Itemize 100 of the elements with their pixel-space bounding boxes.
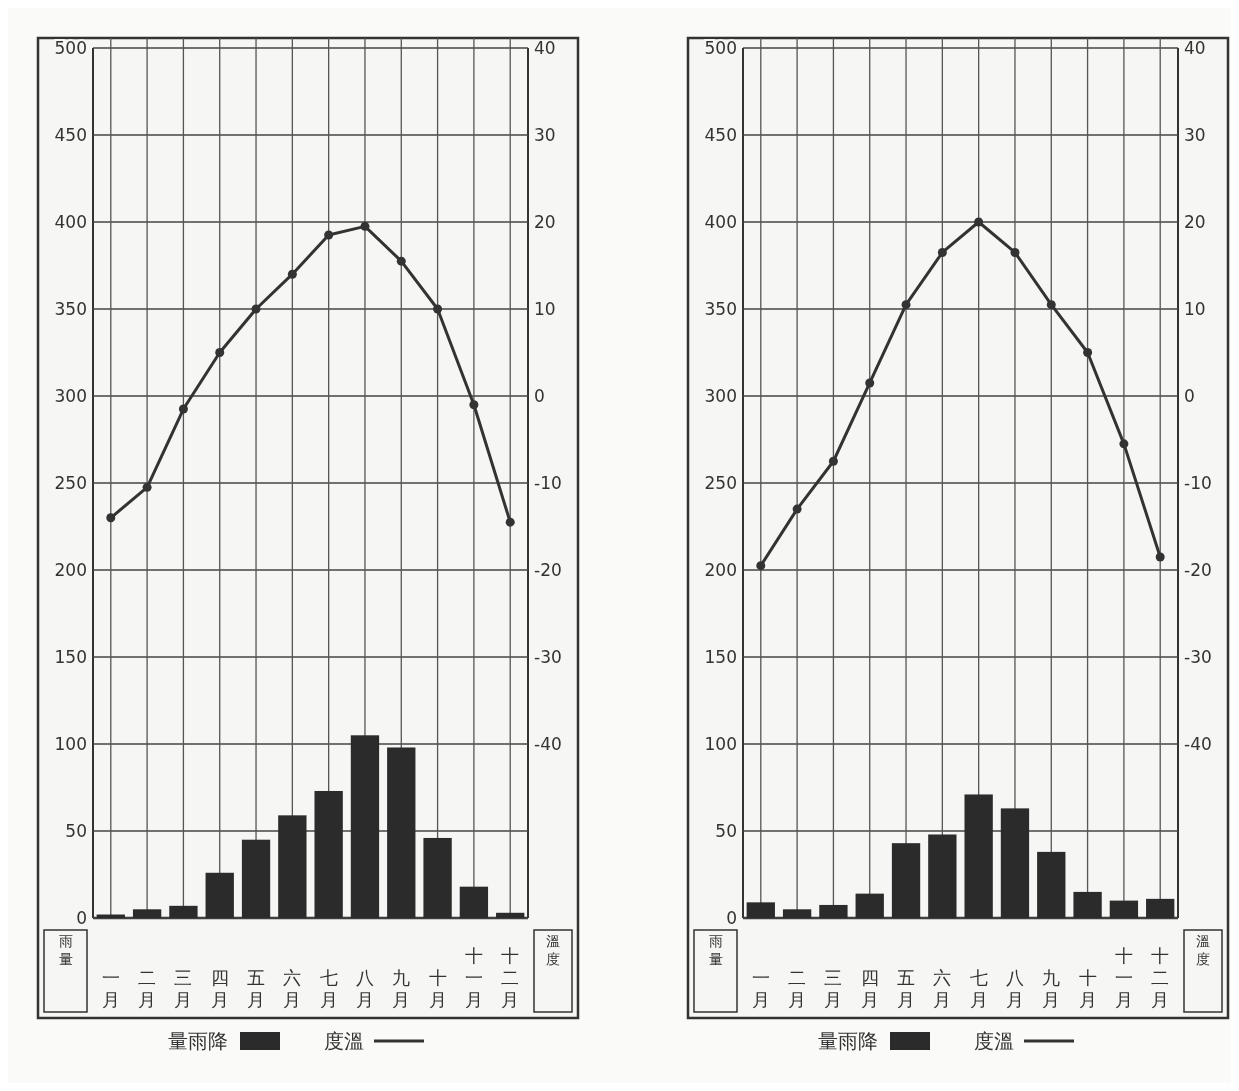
y2-tick-label: 10 <box>534 298 556 319</box>
x-tick-label: 十二月 <box>501 945 520 1010</box>
x-tick-label: 八月 <box>1005 967 1024 1010</box>
y-tick-label: 450 <box>54 124 87 145</box>
point <box>937 247 947 257</box>
bar <box>964 794 993 918</box>
bar <box>746 902 775 918</box>
y2-tick-label: 40 <box>1184 37 1206 58</box>
point <box>106 513 116 523</box>
point <box>287 269 297 279</box>
bar <box>1037 851 1066 918</box>
x-tick-label: 十二月 <box>1151 945 1170 1010</box>
y2-tick-label: 20 <box>1184 211 1206 232</box>
point <box>756 561 766 571</box>
bar <box>241 839 271 918</box>
y-tick-label: 50 <box>715 820 737 841</box>
point <box>1155 552 1165 562</box>
bar <box>891 843 921 918</box>
bar <box>423 837 452 918</box>
point <box>215 348 225 357</box>
x-tick-label: 九月 <box>1042 967 1061 1010</box>
x-tick-label: 七月 <box>969 967 988 1010</box>
y2-tick-label: 20 <box>534 211 556 232</box>
y-tick-label: 50 <box>65 820 87 841</box>
y-tick-label: 450 <box>704 124 737 145</box>
x-tick-label: 六月 <box>933 967 952 1010</box>
y2-tick-label: 10 <box>1184 298 1206 319</box>
y2-axis-title: 溫度 <box>1196 933 1210 967</box>
point <box>1010 247 1020 257</box>
x-tick-label: 十一月 <box>464 945 483 1010</box>
point <box>865 378 875 388</box>
y-tick-label: 200 <box>54 559 87 580</box>
y-tick-label: 500 <box>704 37 737 58</box>
y-axis-title: 雨量 <box>708 933 723 967</box>
y-tick-label: 150 <box>704 646 737 667</box>
y-tick-label: 500 <box>54 37 87 58</box>
bar <box>132 909 162 918</box>
bar <box>928 834 957 918</box>
bar <box>314 790 343 918</box>
x-tick-label: 六月 <box>283 967 302 1010</box>
point <box>505 517 515 527</box>
x-tick-label: 四月 <box>860 967 879 1010</box>
y2-tick-label: 30 <box>1184 124 1206 145</box>
x-tick-label: 一月 <box>751 967 770 1010</box>
x-tick-label: 三月 <box>174 967 193 1010</box>
y2-tick-label: -40 <box>1184 733 1212 754</box>
legend-label: 度溫 <box>324 1029 364 1053</box>
point <box>469 400 479 410</box>
y2-tick-label: -20 <box>1184 559 1212 580</box>
point <box>433 304 443 314</box>
x-tick-label: 二月 <box>138 967 157 1010</box>
point <box>792 504 802 514</box>
bar <box>1146 898 1175 918</box>
y2-tick-label: 40 <box>534 37 556 58</box>
y2-tick-label: -20 <box>534 559 562 580</box>
x-tick-label: 一月 <box>101 967 120 1010</box>
x-tick-label: 九月 <box>392 967 411 1010</box>
point <box>324 230 334 240</box>
y2-tick-label: -30 <box>534 646 562 667</box>
y2-tick-label: -30 <box>1184 646 1212 667</box>
point <box>901 300 911 310</box>
bar <box>1000 808 1030 918</box>
y-tick-label: 250 <box>704 472 737 493</box>
bar <box>459 886 489 918</box>
bar <box>387 747 416 918</box>
point <box>1119 439 1129 449</box>
y-tick-label: 150 <box>54 646 87 667</box>
x-tick-label: 七月 <box>319 967 338 1010</box>
y-tick-label: 400 <box>704 211 737 232</box>
y2-tick-label: -10 <box>1184 472 1212 493</box>
y2-axis-title: 溫度 <box>546 933 560 967</box>
x-tick-label: 十月 <box>1078 967 1097 1010</box>
bar <box>1109 900 1139 918</box>
point <box>142 482 152 492</box>
y-tick-label: 300 <box>704 385 737 406</box>
point <box>251 304 261 314</box>
y2-tick-label: -10 <box>534 472 562 493</box>
y-tick-label: 0 <box>726 907 737 928</box>
point <box>396 256 406 266</box>
x-tick-label: 十一月 <box>1114 945 1133 1010</box>
y-tick-label: 350 <box>54 298 87 319</box>
bar <box>782 909 812 918</box>
bar <box>855 893 884 918</box>
y-tick-label: 0 <box>76 907 87 928</box>
x-tick-label: 二月 <box>788 967 807 1010</box>
legend-label: 量雨降 <box>818 1029 878 1053</box>
x-tick-label: 八月 <box>355 967 374 1010</box>
y2-tick-label: 0 <box>1184 385 1195 406</box>
y-tick-label: 200 <box>704 559 737 580</box>
point <box>178 404 188 414</box>
bar <box>278 815 307 918</box>
y-axis-title: 雨量 <box>58 933 73 967</box>
y2-tick-label: -40 <box>534 733 562 754</box>
x-tick-label: 三月 <box>824 967 843 1010</box>
legend-label: 度溫 <box>974 1029 1014 1053</box>
point <box>1046 300 1056 310</box>
bar <box>169 905 198 918</box>
bar <box>496 912 525 918</box>
x-tick-label: 四月 <box>210 967 229 1010</box>
point <box>1083 348 1093 357</box>
